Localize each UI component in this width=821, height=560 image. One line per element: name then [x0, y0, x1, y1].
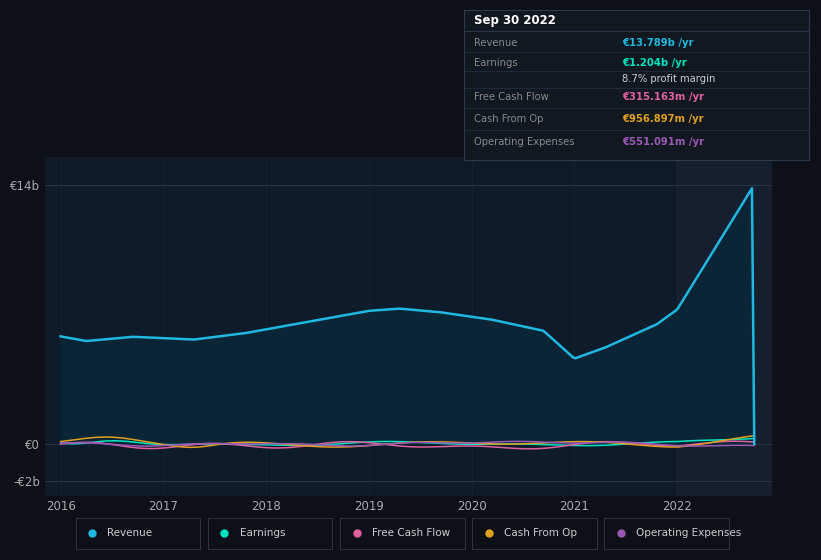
Text: Earnings: Earnings [475, 58, 518, 68]
Text: Cash From Op: Cash From Op [475, 114, 544, 124]
FancyBboxPatch shape [208, 517, 333, 549]
Text: Cash From Op: Cash From Op [504, 529, 577, 538]
Text: 8.7% profit margin: 8.7% profit margin [622, 74, 716, 85]
FancyBboxPatch shape [472, 517, 597, 549]
Text: €315.163m /yr: €315.163m /yr [622, 92, 704, 102]
FancyBboxPatch shape [340, 517, 465, 549]
Text: €956.897m /yr: €956.897m /yr [622, 114, 704, 124]
Text: Revenue: Revenue [475, 38, 517, 48]
Text: Sep 30 2022: Sep 30 2022 [475, 13, 556, 26]
Text: €1.204b /yr: €1.204b /yr [622, 58, 687, 68]
Text: Operating Expenses: Operating Expenses [475, 137, 575, 147]
Text: Free Cash Flow: Free Cash Flow [475, 92, 549, 102]
Text: Revenue: Revenue [108, 529, 153, 538]
Bar [677, 157, 772, 496]
Text: Operating Expenses: Operating Expenses [636, 529, 741, 538]
FancyBboxPatch shape [604, 517, 729, 549]
Text: €551.091m /yr: €551.091m /yr [622, 137, 704, 147]
Text: €13.789b /yr: €13.789b /yr [622, 38, 694, 48]
Text: Earnings: Earnings [240, 529, 285, 538]
Text: Free Cash Flow: Free Cash Flow [372, 529, 450, 538]
FancyBboxPatch shape [76, 517, 200, 549]
